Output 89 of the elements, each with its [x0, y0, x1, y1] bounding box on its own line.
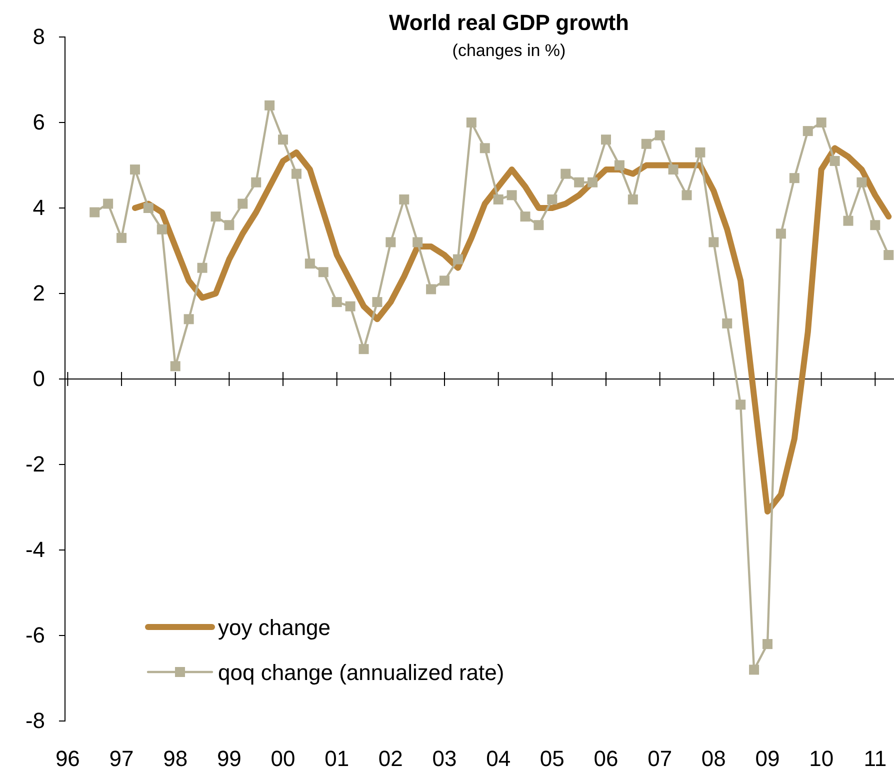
point [278, 134, 288, 145]
x-tick-label: 98 [163, 746, 188, 771]
point [547, 194, 558, 204]
y-tick-label: 2 [32, 280, 45, 306]
x-tick-label: 04 [486, 746, 511, 771]
point [210, 212, 221, 222]
point [870, 220, 880, 230]
x-tick-label: 09 [755, 746, 780, 771]
x-tick-label: 11 [864, 746, 887, 771]
point [103, 198, 114, 209]
point [440, 276, 450, 286]
point [116, 232, 127, 243]
point [399, 194, 410, 204]
point [197, 262, 208, 273]
point [480, 143, 490, 154]
point [682, 190, 692, 200]
point [762, 639, 772, 650]
x-tick-label: 05 [540, 746, 564, 771]
point [426, 284, 436, 294]
point [776, 228, 786, 239]
point [668, 164, 678, 175]
chart-subtitle: (changes in %) [452, 41, 566, 60]
point [251, 177, 262, 188]
chart-title: World real GDP growth [389, 10, 629, 35]
point [170, 361, 180, 372]
y-tick-label: -6 [25, 622, 45, 648]
point [520, 212, 530, 222]
y-tick-label: -8 [25, 708, 45, 734]
point [358, 344, 369, 354]
y-tick-label: 0 [32, 366, 45, 392]
point [386, 237, 396, 248]
point [574, 177, 584, 188]
y-tick-label: -2 [25, 452, 45, 477]
legend-label: yoy change [218, 615, 331, 640]
point [749, 664, 760, 675]
point [130, 164, 140, 175]
point [452, 254, 463, 264]
point [238, 198, 248, 209]
y-tick-label: -4 [25, 537, 45, 562]
point [884, 250, 894, 260]
point [614, 160, 624, 170]
point [412, 237, 423, 248]
point [856, 177, 867, 188]
point [506, 190, 517, 200]
point [291, 168, 302, 179]
point [345, 301, 356, 312]
x-tick-label: 06 [594, 746, 618, 771]
point [466, 118, 476, 128]
y-tick-label: 4 [32, 195, 45, 220]
point [830, 156, 840, 166]
point [560, 168, 571, 179]
point [736, 400, 746, 410]
x-tick-label: 97 [109, 746, 134, 771]
x-tick-label: 00 [270, 746, 296, 771]
x-tick-label: 03 [432, 746, 457, 771]
point [534, 220, 544, 230]
x-tick-label: 07 [648, 746, 672, 771]
point [264, 100, 275, 110]
point [224, 220, 234, 230]
point [90, 207, 100, 218]
point [143, 203, 154, 213]
x-tick-label: 01 [324, 746, 350, 771]
legend-label: qoq change (annualized rate) [218, 660, 504, 685]
x-tick-label: 02 [378, 746, 403, 771]
x-tick-label: 99 [216, 746, 242, 771]
point [601, 134, 612, 145]
point [816, 118, 826, 128]
point [372, 297, 382, 308]
point [588, 177, 598, 188]
x-tick-label: 10 [809, 746, 834, 771]
point [318, 267, 328, 278]
point [708, 237, 719, 248]
point [184, 314, 194, 324]
y-tick-label: 8 [32, 24, 45, 50]
point [802, 126, 813, 136]
point [628, 194, 638, 204]
x-tick-label: 96 [55, 746, 80, 771]
point [789, 173, 800, 184]
point [304, 258, 315, 269]
point [641, 138, 652, 149]
point [654, 130, 665, 140]
point [722, 318, 732, 328]
point [843, 216, 854, 226]
x-tick-label: 08 [701, 746, 726, 771]
y-tick-label: 6 [32, 110, 45, 135]
point [156, 224, 167, 234]
point [493, 194, 504, 204]
point [332, 297, 342, 308]
point [695, 147, 706, 158]
